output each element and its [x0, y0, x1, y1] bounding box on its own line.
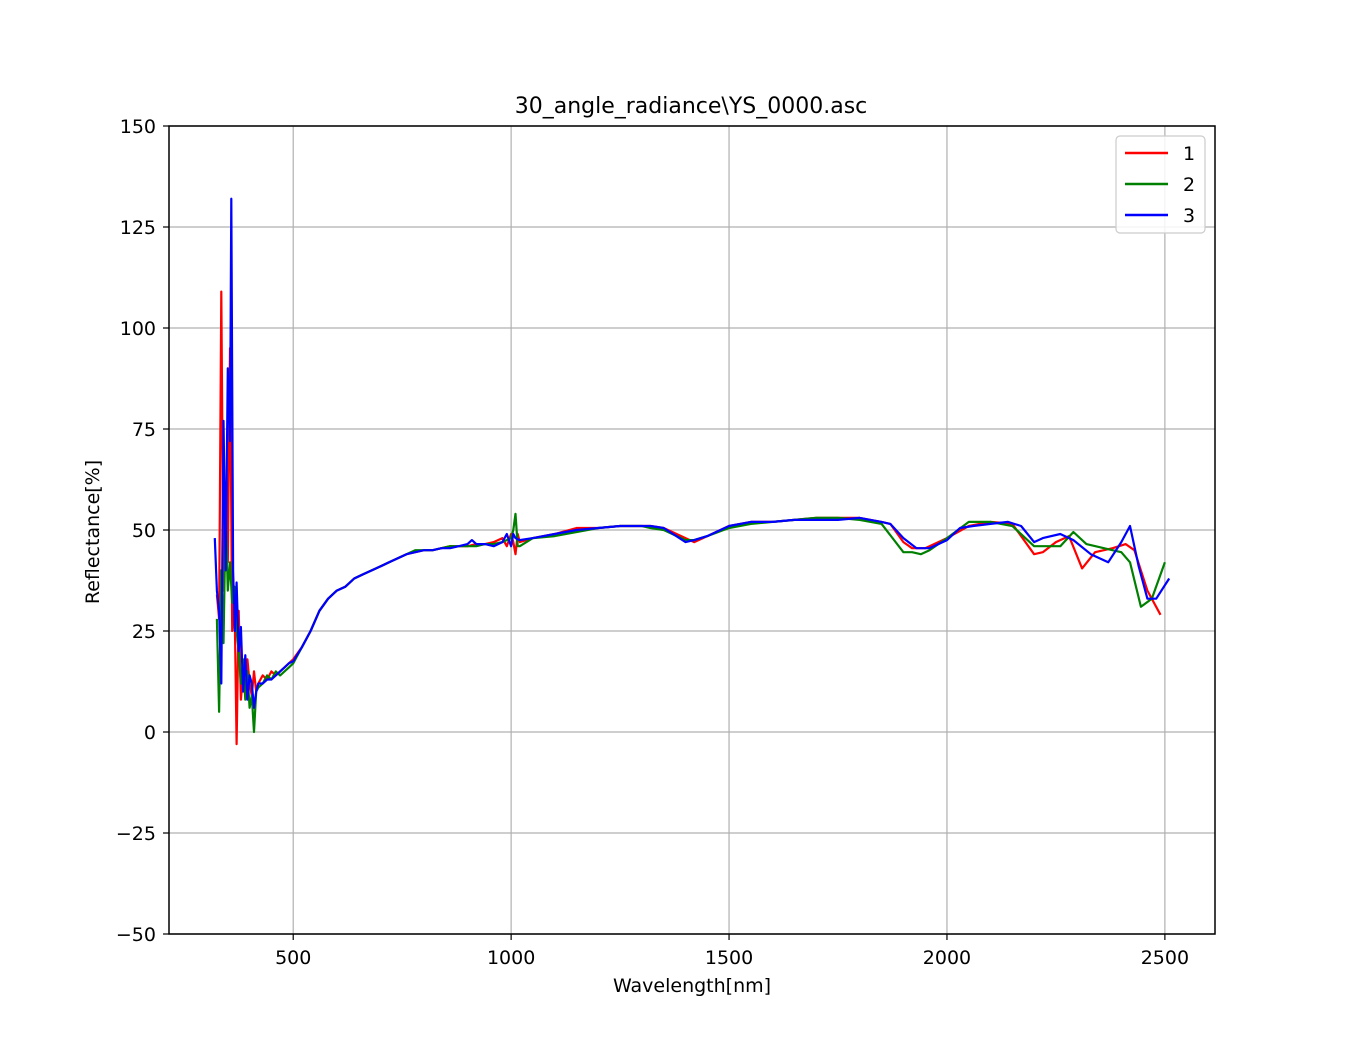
legend-label-1: 1 — [1183, 143, 1195, 165]
x-axis-label: Wavelength[nm] — [613, 975, 771, 997]
y-tick-label: −50 — [116, 924, 156, 946]
y-tick-label: 0 — [144, 722, 156, 744]
y-axis-label: Reflectance[%] — [82, 460, 104, 604]
series-line-2 — [215, 508, 1166, 734]
x-tick-label: 2500 — [1141, 947, 1189, 969]
y-tick-label: 100 — [120, 318, 156, 340]
axis-ticks: 500 1000 1500 2000 2500 −50 −25 0 25 50 75 100 125 15… — [116, 116, 1189, 969]
legend: 1 2 3 — [1115, 135, 1206, 234]
x-tick-label: 500 — [275, 947, 311, 969]
series-lines — [213, 197, 1171, 746]
y-tick-label: 125 — [120, 217, 156, 239]
y-tick-label: 75 — [132, 419, 156, 441]
x-tick-label: 1500 — [705, 947, 753, 969]
legend-label-3: 3 — [1183, 205, 1195, 227]
x-tick-label: 1000 — [487, 947, 535, 969]
y-tick-label: 25 — [132, 621, 156, 643]
y-tick-label: 150 — [120, 116, 156, 138]
legend-label-2: 2 — [1183, 174, 1195, 196]
y-tick-label: −25 — [116, 823, 156, 845]
chart-title: 30_angle_radiance\YS_0000.asc — [515, 94, 868, 119]
series-line-3 — [213, 197, 1171, 709]
x-tick-label: 2000 — [923, 947, 971, 969]
y-tick-label: 50 — [132, 520, 156, 542]
